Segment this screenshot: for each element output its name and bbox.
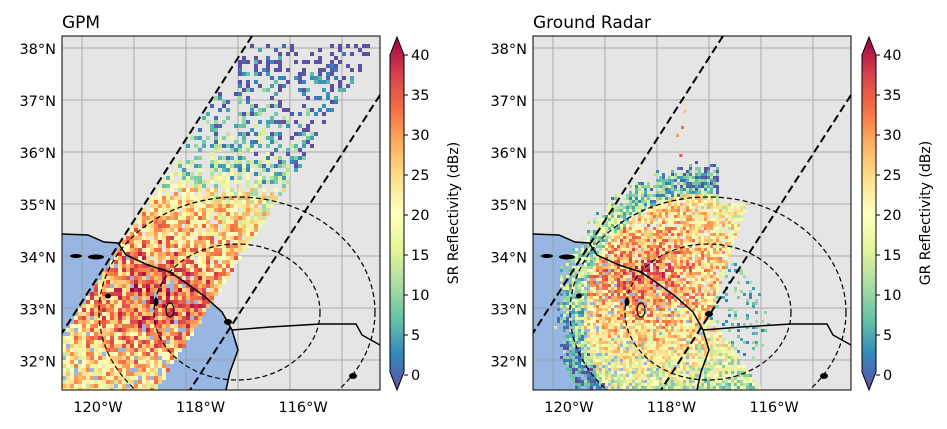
colorbar-tick-label: 20 [411, 208, 429, 224]
colorbar-tick-label: 10 [883, 288, 901, 304]
y-tick-label: 37°N [490, 94, 527, 110]
islands [541, 254, 828, 379]
x-tick-label: 116°W [749, 400, 798, 416]
colorbar-tick-label: 5 [883, 328, 892, 344]
y-tick-label: 34°N [490, 250, 527, 266]
swath-edges [62, 36, 380, 390]
plot-frame [61, 35, 381, 391]
colorbar-tick-label: 40 [883, 48, 901, 64]
y-tick-labels: 32°N 33°N 34°N 35°N 36°N 37°N 38°N [490, 42, 527, 370]
colorbar-tick-label: 30 [411, 128, 429, 144]
map-area [533, 36, 851, 390]
plot-frame [532, 35, 852, 391]
colorbar-tick-label: 25 [883, 168, 901, 184]
colorbar-label: GR Reflectivity (dBz) [918, 141, 934, 285]
islands [70, 254, 357, 379]
colorbar-tick-label: 40 [411, 48, 429, 64]
colorbar-tick-label: 15 [883, 248, 901, 264]
range-rings [569, 196, 847, 390]
x-tick-labels: 120°W 118°W 116°W [544, 400, 798, 416]
colorbar-ticks: 0 5 10 15 20 25 30 35 40 [876, 48, 901, 384]
y-tick-label: 33°N [19, 302, 56, 318]
panel-gpm: GPM [19, 13, 462, 416]
border [231, 323, 380, 346]
colorbar-ticks: 0 5 10 15 20 25 30 35 40 [404, 48, 429, 384]
map-area [62, 36, 380, 390]
colorbar-tick-label: 10 [411, 288, 429, 304]
colorbar: 0 5 10 15 20 25 30 35 40 SR Reflectivity (dBz) [389, 35, 462, 392]
y-tick-label: 38°N [19, 42, 56, 58]
x-tick-label: 120°W [544, 400, 593, 416]
coastline [533, 233, 710, 390]
colorbar-tick-label: 0 [411, 368, 420, 384]
colorbar-tick-label: 30 [883, 128, 901, 144]
y-tick-label: 32°N [490, 354, 527, 370]
panel-title: GPM [62, 13, 100, 33]
y-tick-label: 38°N [490, 42, 527, 58]
y-tick-labels: 32°N 33°N 34°N 35°N 36°N 37°N 38°N [19, 42, 56, 370]
y-tick-label: 36°N [19, 146, 56, 162]
border [702, 323, 851, 346]
colorbar-tick-label: 15 [411, 248, 429, 264]
colorbar-tick-label: 35 [411, 88, 429, 104]
y-tick-label: 37°N [19, 94, 56, 110]
y-tick-label: 32°N [19, 354, 56, 370]
panel-title: Ground Radar [533, 13, 651, 33]
colorbar-label: SR Reflectivity (dBz) [446, 142, 462, 284]
colorbar: 0 5 10 15 20 25 30 35 40 GR Reflectivity (dBz) [861, 35, 934, 392]
y-tick-label: 36°N [490, 146, 527, 162]
y-tick-label: 33°N [490, 302, 527, 318]
coastline [62, 233, 239, 390]
colorbar-tick-label: 5 [411, 328, 420, 344]
range-rings [98, 196, 376, 390]
x-tick-label: 120°W [73, 400, 122, 416]
colorbar-body [389, 35, 405, 392]
y-tick-label: 35°N [19, 198, 56, 214]
colorbar-tick-label: 25 [411, 168, 429, 184]
reflectivity-field [62, 44, 370, 390]
x-tick-labels: 120°W 118°W 116°W [73, 400, 327, 416]
colorbar-tick-label: 0 [883, 368, 892, 384]
y-tick-label: 34°N [19, 250, 56, 266]
x-tick-label: 118°W [176, 400, 225, 416]
colorbar-body [861, 35, 877, 392]
colorbar-tick-label: 35 [883, 88, 901, 104]
colorbar-tick-label: 20 [883, 208, 901, 224]
y-tick-label: 35°N [490, 198, 527, 214]
swath-edges [533, 36, 851, 390]
panel-ground-radar: Ground Radar [490, 13, 934, 416]
x-tick-label: 118°W [647, 400, 696, 416]
x-tick-label: 116°W [278, 400, 327, 416]
